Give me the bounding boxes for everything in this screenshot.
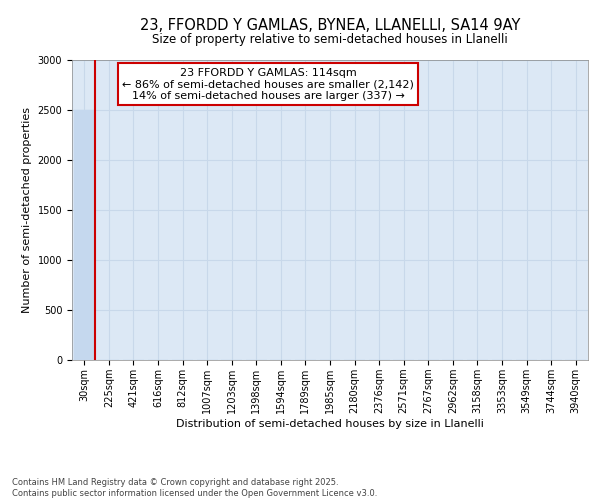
Y-axis label: Number of semi-detached properties: Number of semi-detached properties — [22, 107, 32, 313]
Text: Contains HM Land Registry data © Crown copyright and database right 2025.
Contai: Contains HM Land Registry data © Crown c… — [12, 478, 377, 498]
Text: 23 FFORDD Y GAMLAS: 114sqm
← 86% of semi-detached houses are smaller (2,142)
14%: 23 FFORDD Y GAMLAS: 114sqm ← 86% of semi… — [122, 68, 414, 100]
Bar — [74, 110, 95, 360]
Text: Size of property relative to semi-detached houses in Llanelli: Size of property relative to semi-detach… — [152, 32, 508, 46]
Text: 23, FFORDD Y GAMLAS, BYNEA, LLANELLI, SA14 9AY: 23, FFORDD Y GAMLAS, BYNEA, LLANELLI, SA… — [140, 18, 520, 32]
X-axis label: Distribution of semi-detached houses by size in Llanelli: Distribution of semi-detached houses by … — [176, 419, 484, 429]
